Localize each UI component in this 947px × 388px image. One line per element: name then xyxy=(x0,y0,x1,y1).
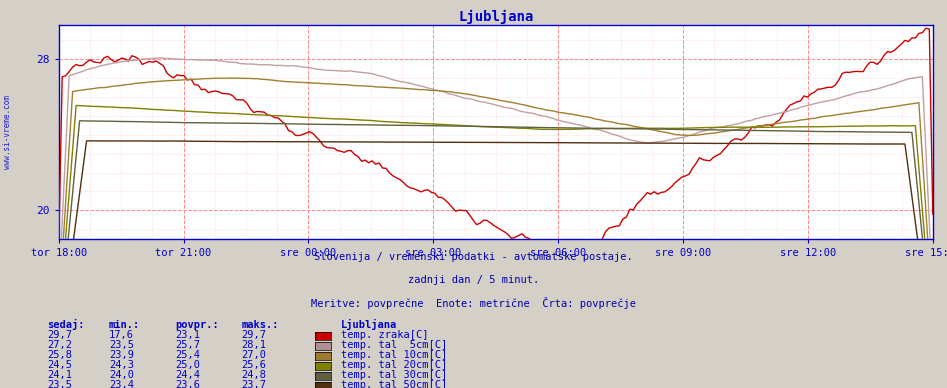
Text: 25,4: 25,4 xyxy=(175,350,200,360)
Text: 27,2: 27,2 xyxy=(47,340,72,350)
Text: min.:: min.: xyxy=(109,320,140,330)
Text: temp. tal  5cm[C]: temp. tal 5cm[C] xyxy=(341,340,447,350)
Text: 24,3: 24,3 xyxy=(109,360,134,370)
Text: 25,6: 25,6 xyxy=(241,360,266,370)
Text: temp. tal 20cm[C]: temp. tal 20cm[C] xyxy=(341,360,447,370)
Text: temp. tal 30cm[C]: temp. tal 30cm[C] xyxy=(341,370,447,380)
Text: 29,7: 29,7 xyxy=(47,330,72,340)
Text: 23,9: 23,9 xyxy=(109,350,134,360)
Text: temp. tal 10cm[C]: temp. tal 10cm[C] xyxy=(341,350,447,360)
Text: sedaj:: sedaj: xyxy=(47,319,85,330)
Text: 23,5: 23,5 xyxy=(109,340,134,350)
Text: 25,8: 25,8 xyxy=(47,350,72,360)
Text: 29,7: 29,7 xyxy=(241,330,266,340)
Text: 24,4: 24,4 xyxy=(175,370,200,380)
Text: 24,5: 24,5 xyxy=(47,360,72,370)
Text: Ljubljana: Ljubljana xyxy=(341,319,397,330)
Text: 27,0: 27,0 xyxy=(241,350,266,360)
Text: 25,0: 25,0 xyxy=(175,360,200,370)
Text: 28,1: 28,1 xyxy=(241,340,266,350)
Text: Slovenija / vremenski podatki - avtomatske postaje.: Slovenija / vremenski podatki - avtomats… xyxy=(314,252,633,262)
Text: 17,6: 17,6 xyxy=(109,330,134,340)
Text: 23,7: 23,7 xyxy=(241,380,266,388)
Text: 24,1: 24,1 xyxy=(47,370,72,380)
Text: 24,8: 24,8 xyxy=(241,370,266,380)
Text: 23,1: 23,1 xyxy=(175,330,200,340)
Text: 24,0: 24,0 xyxy=(109,370,134,380)
Text: temp. tal 50cm[C]: temp. tal 50cm[C] xyxy=(341,380,447,388)
Text: www.si-vreme.com: www.si-vreme.com xyxy=(3,95,12,169)
Text: maks.:: maks.: xyxy=(241,320,279,330)
Text: 25,7: 25,7 xyxy=(175,340,200,350)
Text: Meritve: povprečne  Enote: metrične  Črta: povprečje: Meritve: povprečne Enote: metrične Črta:… xyxy=(311,296,636,308)
Text: povpr.:: povpr.: xyxy=(175,320,219,330)
Title: Ljubljana: Ljubljana xyxy=(458,10,533,24)
Text: zadnji dan / 5 minut.: zadnji dan / 5 minut. xyxy=(408,275,539,285)
Text: 23,5: 23,5 xyxy=(47,380,72,388)
Text: 23,4: 23,4 xyxy=(109,380,134,388)
Text: temp. zraka[C]: temp. zraka[C] xyxy=(341,330,428,340)
Text: 23,6: 23,6 xyxy=(175,380,200,388)
